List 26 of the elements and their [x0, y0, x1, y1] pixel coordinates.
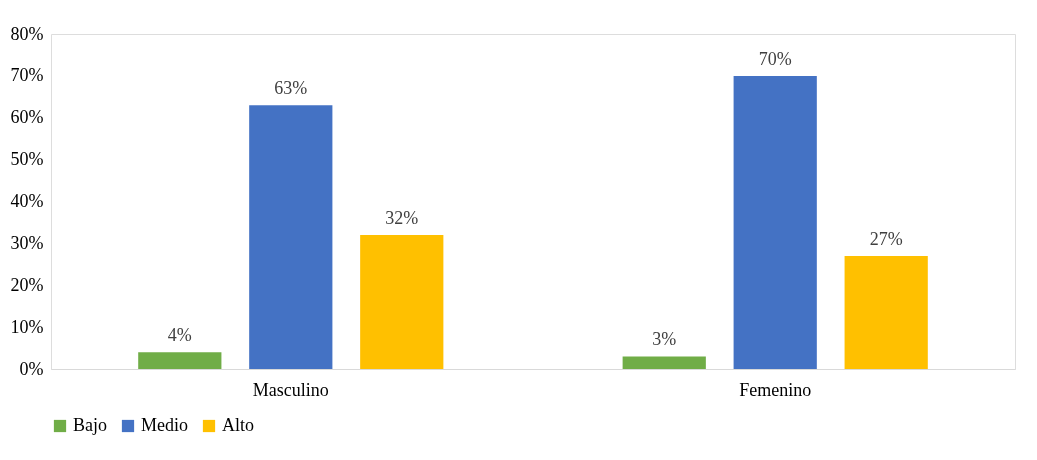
bar: [622, 356, 706, 369]
bar: [138, 352, 222, 369]
x-tick-label: Masculino: [252, 379, 329, 400]
legend-label: Bajo: [73, 415, 107, 435]
legend-label: Alto: [222, 415, 255, 435]
y-tick-label: 80%: [10, 23, 44, 44]
y-tick-label: 50%: [10, 149, 44, 170]
legend-label: Medio: [141, 415, 188, 435]
y-tick-label: 30%: [10, 232, 44, 253]
y-tick-label: 0%: [19, 358, 44, 379]
bar: [844, 255, 928, 369]
data-label: 63%: [274, 78, 308, 99]
data-label: 32%: [385, 208, 419, 228]
bar: [249, 105, 333, 369]
data-label: 3%: [652, 329, 677, 350]
y-tick-label: 40%: [10, 191, 44, 211]
y-tick-label: 70%: [10, 65, 44, 86]
bar: [733, 75, 817, 369]
y-tick-label: 60%: [10, 107, 44, 128]
x-tick-label: Femenino: [739, 379, 812, 400]
data-label: 4%: [167, 325, 192, 346]
bar: [360, 235, 444, 369]
y-tick-label: 20%: [10, 274, 44, 295]
y-tick-label: 10%: [10, 316, 44, 337]
data-label: 70%: [758, 48, 792, 69]
data-label: 27%: [869, 228, 903, 249]
